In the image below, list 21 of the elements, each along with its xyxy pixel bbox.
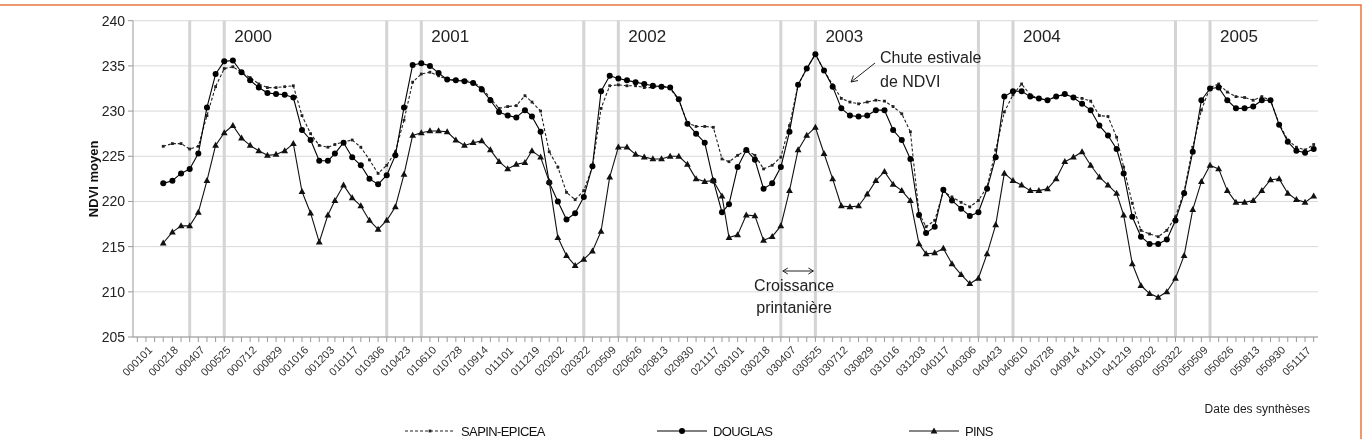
y-tick-label: 235 bbox=[101, 57, 126, 74]
annotation: Croissance printanière bbox=[754, 276, 835, 316]
annotation: 2004 bbox=[1022, 26, 1061, 46]
y-tick-label: 210 bbox=[101, 283, 126, 300]
y-tick-label: 215 bbox=[101, 238, 126, 255]
legend-label: PINS bbox=[965, 423, 994, 439]
annotation: 2002 bbox=[628, 26, 667, 46]
y-tick-label: 240 bbox=[101, 12, 126, 29]
annotation: 2000 bbox=[234, 26, 273, 46]
annotation: 2005 bbox=[1220, 26, 1258, 46]
legend-label: SAPIN-EPICEA bbox=[461, 423, 546, 439]
y-tick-label: 205 bbox=[101, 328, 126, 345]
y-tick-label: 230 bbox=[101, 102, 126, 119]
y-tick-label: 225 bbox=[101, 148, 126, 165]
annotation: 2001 bbox=[431, 26, 470, 46]
y-axis-title: NDVI moyen bbox=[86, 140, 101, 218]
legend-label: DOUGLAS bbox=[713, 423, 774, 439]
annotation: Chute estivale de NDVI bbox=[880, 48, 982, 90]
annotation: 2003 bbox=[825, 26, 864, 46]
x-axis-title: Date des synthèses bbox=[1204, 402, 1310, 416]
y-tick-label: 220 bbox=[101, 193, 126, 210]
